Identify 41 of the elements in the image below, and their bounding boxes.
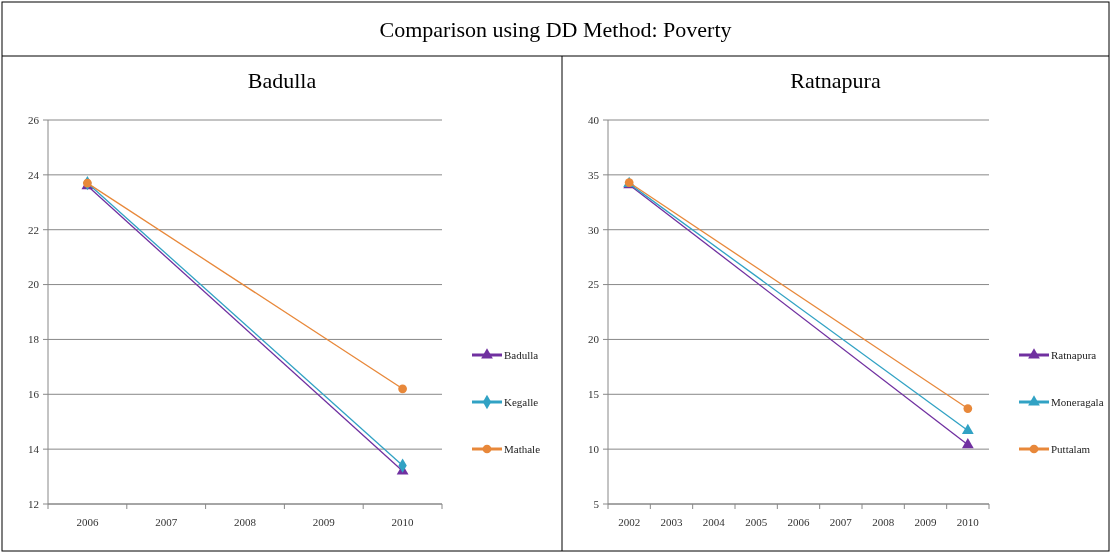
x-tick-label: 2006 <box>787 516 810 528</box>
y-tick-label: 12 <box>28 497 39 510</box>
x-tick-label: 2009 <box>914 516 937 528</box>
x-tick-label: 2006 <box>76 516 99 528</box>
y-tick-label: 35 <box>588 168 600 181</box>
legend-label: Puttalam <box>1051 442 1091 455</box>
y-tick-label: 5 <box>593 497 600 510</box>
x-tick-label: 2008 <box>872 516 895 528</box>
y-tick-label: 24 <box>28 168 40 181</box>
legend-label: Badulla <box>504 348 539 361</box>
y-tick-label: 16 <box>28 388 40 401</box>
y-tick-label: 14 <box>28 442 40 455</box>
x-tick-label: 2010 <box>391 516 415 528</box>
y-tick-label: 10 <box>588 442 600 455</box>
y-tick-label: 40 <box>588 113 600 126</box>
y-tick-label: 20 <box>588 333 600 346</box>
y-tick-label: 22 <box>28 223 39 236</box>
x-tick-label: 2008 <box>234 516 257 528</box>
x-tick-label: 2010 <box>956 516 980 528</box>
y-tick-label: 25 <box>588 278 600 291</box>
x-tick-label: 2005 <box>745 516 768 528</box>
legend-label: Kegalle <box>504 395 539 408</box>
y-tick-label: 15 <box>588 388 600 401</box>
x-tick-label: 2003 <box>660 516 683 528</box>
y-tick-label: 30 <box>588 223 600 236</box>
x-tick-label: 2009 <box>312 516 336 528</box>
x-tick-label: 2004 <box>702 516 726 528</box>
x-tick-label: 2007 <box>829 516 853 528</box>
chart-title: Ratnapura <box>790 68 881 93</box>
point <box>963 404 973 413</box>
y-tick-label: 18 <box>28 333 40 346</box>
y-tick-label: 20 <box>28 278 40 291</box>
point <box>398 384 407 394</box>
text: Comparison using DD Method: Poverty <box>379 17 732 42</box>
x-tick-label: 2007 <box>155 516 178 528</box>
legend-label: Moneragala <box>1051 395 1104 408</box>
chart-title: Badulla <box>247 68 317 93</box>
x-tick-label: 2002 <box>618 516 641 528</box>
legend-label: Ratnapura <box>1051 348 1097 361</box>
y-tick-label: 26 <box>28 113 40 126</box>
legend-label: Mathale <box>504 442 541 455</box>
